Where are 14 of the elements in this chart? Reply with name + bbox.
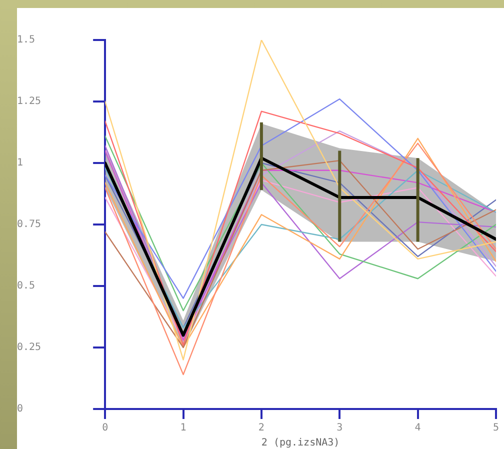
x-axis-title: 2 (pg.izsNA3) (261, 438, 340, 449)
x-tick-label: 5 (492, 422, 500, 434)
y-tick-label: 1.25 (17, 96, 42, 108)
x-tick-label: 2 (258, 422, 264, 434)
y-tick-label: 0 (17, 404, 24, 415)
x-tick-label: 3 (336, 422, 343, 434)
y-tick-label: 1 (17, 158, 24, 169)
y-tick-label: 0.75 (17, 219, 42, 230)
x-tick-label: 4 (414, 422, 421, 434)
y-tick-label: 0.5 (17, 280, 36, 292)
x-tick-label: 1 (180, 422, 186, 434)
y-tick-label: 1.5 (17, 34, 36, 46)
y-tick-label: 0.25 (17, 342, 42, 354)
x-tick-label: 0 (102, 422, 108, 434)
